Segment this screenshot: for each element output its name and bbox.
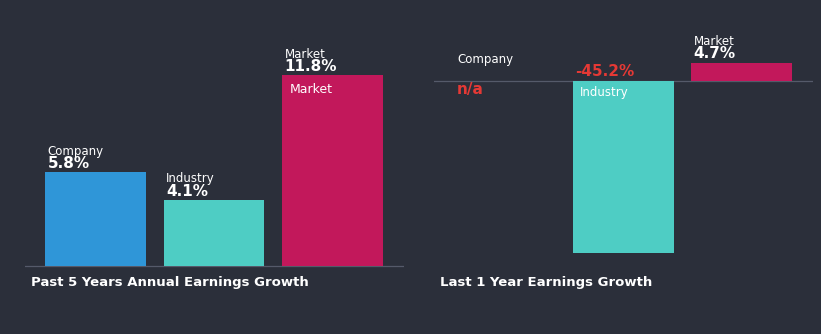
Text: Company: Company: [457, 53, 513, 66]
Text: Market: Market: [285, 47, 325, 60]
Text: Past 5 Years Annual Earnings Growth: Past 5 Years Annual Earnings Growth: [30, 276, 309, 289]
Text: 4.7%: 4.7%: [694, 46, 736, 61]
Text: Industry: Industry: [166, 172, 215, 185]
Bar: [691, 63, 792, 80]
Bar: [45, 172, 146, 266]
Text: n/a: n/a: [457, 82, 484, 97]
Text: Last 1 Year Earnings Growth: Last 1 Year Earnings Growth: [440, 276, 652, 289]
Text: 11.8%: 11.8%: [285, 59, 337, 74]
Text: Market: Market: [694, 35, 735, 48]
Text: 5.8%: 5.8%: [48, 156, 89, 171]
Text: Market: Market: [289, 83, 333, 96]
Bar: [282, 75, 383, 266]
Text: -45.2%: -45.2%: [576, 64, 635, 79]
Text: Company: Company: [48, 145, 103, 158]
Bar: [163, 200, 264, 266]
Text: 4.1%: 4.1%: [166, 184, 209, 198]
Bar: [573, 80, 674, 253]
Text: Industry: Industry: [580, 86, 629, 99]
